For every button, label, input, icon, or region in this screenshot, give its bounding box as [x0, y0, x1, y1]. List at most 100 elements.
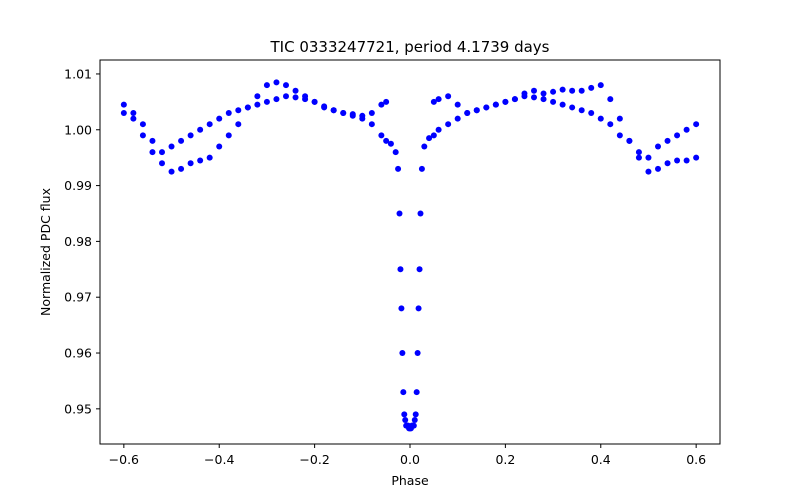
data-point [417, 210, 424, 217]
data-point [531, 94, 537, 101]
data-point [216, 115, 223, 122]
data-point [607, 96, 614, 103]
data-point [311, 98, 318, 105]
data-point [511, 96, 518, 103]
data-point [178, 165, 185, 172]
data-point [597, 82, 604, 89]
data-point [430, 132, 437, 139]
data-point [616, 132, 623, 139]
data-point [387, 140, 394, 147]
data-point [139, 121, 146, 128]
data-point [383, 137, 390, 144]
data-point [235, 121, 242, 128]
data-point [597, 115, 604, 122]
data-point [283, 82, 289, 89]
chart-title: TIC 0333247721, period 4.1739 days [269, 38, 549, 56]
data-point [383, 98, 390, 105]
data-point [655, 165, 661, 172]
data-point [430, 98, 437, 105]
data-point [398, 305, 405, 312]
data-point [149, 137, 156, 144]
data-point [655, 143, 661, 150]
data-point [454, 115, 461, 122]
data-point [464, 110, 471, 117]
data-point [569, 87, 576, 94]
x-tick-label: −0.6 [109, 452, 139, 467]
data-point [178, 137, 185, 144]
data-point [149, 149, 156, 156]
y-tick-label: 0.96 [64, 346, 92, 361]
data-point [569, 104, 576, 111]
data-point [540, 90, 547, 97]
x-tick-label: −0.2 [299, 452, 329, 467]
data-point [197, 126, 204, 133]
data-point [674, 132, 681, 139]
data-point [426, 135, 433, 142]
data-point [263, 82, 270, 89]
data-point [645, 168, 652, 175]
data-point [197, 157, 204, 164]
x-tick-label: 0.6 [686, 452, 706, 467]
data-point [120, 101, 127, 108]
data-point [187, 160, 194, 167]
x-tick-label: 0.4 [591, 452, 611, 467]
data-point [244, 104, 251, 111]
data-point [402, 417, 409, 423]
data-points-group [120, 79, 700, 432]
data-point [225, 110, 232, 117]
data-point [378, 101, 385, 108]
data-point [550, 88, 557, 95]
data-point [139, 132, 146, 139]
data-point [550, 98, 557, 105]
data-point [395, 165, 402, 172]
data-point [412, 411, 419, 418]
data-point [401, 411, 408, 418]
data-point [626, 137, 633, 144]
data-point [588, 110, 595, 117]
data-point [283, 93, 289, 100]
data-point [445, 121, 452, 128]
data-point [588, 84, 595, 91]
data-point [664, 137, 671, 144]
data-point [607, 121, 614, 128]
data-point [616, 115, 623, 122]
data-point [454, 101, 461, 108]
data-point [645, 154, 652, 161]
data-point [368, 121, 375, 128]
data-point [683, 126, 690, 133]
data-point [340, 110, 347, 117]
data-point [502, 98, 509, 105]
data-point [674, 157, 681, 164]
y-tick-label: 0.95 [64, 401, 92, 416]
x-tick-label: −0.4 [204, 452, 234, 467]
data-point [635, 149, 642, 156]
data-point [263, 98, 270, 105]
data-point [235, 107, 242, 114]
y-axis-ticks: 0.95 0.96 0.97 0.98 0.99 1.00 1.01 [64, 66, 100, 416]
y-axis-label: Normalized PDC flux [38, 188, 53, 316]
data-point [410, 422, 417, 429]
data-point [413, 389, 420, 396]
y-tick-label: 0.99 [64, 178, 92, 193]
data-point [254, 93, 261, 100]
data-point [273, 79, 280, 86]
data-point [302, 93, 309, 100]
y-tick-label: 0.97 [64, 290, 92, 305]
data-point [168, 168, 175, 175]
data-point [292, 87, 299, 94]
data-point [492, 101, 499, 108]
data-point [397, 266, 404, 273]
data-point [216, 143, 223, 150]
data-point [559, 86, 566, 93]
y-tick-label: 1.00 [64, 122, 92, 137]
x-tick-label: 0.0 [400, 452, 420, 467]
data-point [273, 96, 280, 103]
data-point [435, 96, 442, 103]
data-point [349, 111, 356, 118]
data-point [206, 154, 213, 161]
data-point [693, 121, 700, 128]
data-point [225, 132, 232, 139]
data-point [664, 160, 671, 167]
y-tick-label: 0.98 [64, 234, 92, 249]
